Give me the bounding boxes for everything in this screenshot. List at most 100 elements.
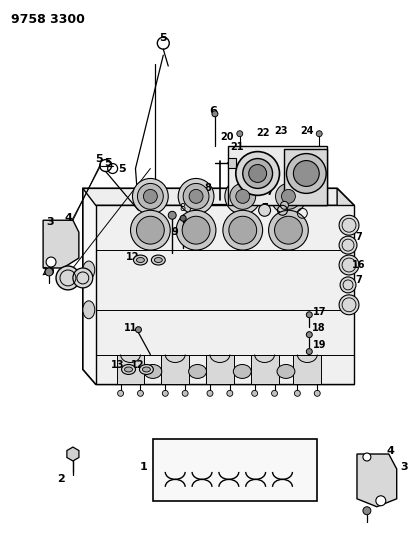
Text: 8: 8 — [182, 220, 189, 230]
Text: 20: 20 — [220, 132, 234, 142]
Text: 13: 13 — [111, 360, 124, 370]
Circle shape — [136, 216, 164, 244]
Bar — [162, 354, 189, 384]
Text: 3: 3 — [46, 217, 54, 227]
Circle shape — [229, 216, 257, 244]
Text: 7: 7 — [261, 203, 268, 213]
Circle shape — [207, 390, 213, 397]
Ellipse shape — [122, 365, 136, 375]
Ellipse shape — [151, 255, 165, 265]
Circle shape — [46, 257, 56, 267]
Circle shape — [212, 111, 218, 117]
Text: 9758 3300: 9758 3300 — [11, 13, 85, 26]
Text: 7: 7 — [356, 275, 362, 285]
Polygon shape — [67, 447, 79, 461]
Text: 19: 19 — [312, 340, 326, 350]
Circle shape — [252, 390, 258, 397]
Ellipse shape — [233, 365, 251, 378]
Text: 23: 23 — [275, 126, 288, 136]
Circle shape — [133, 179, 168, 214]
Circle shape — [295, 390, 300, 397]
Circle shape — [286, 154, 326, 193]
Circle shape — [143, 189, 157, 203]
Circle shape — [281, 189, 295, 203]
Circle shape — [274, 216, 302, 244]
Ellipse shape — [144, 365, 162, 378]
Circle shape — [182, 390, 188, 397]
Circle shape — [269, 211, 308, 250]
Circle shape — [272, 390, 278, 397]
Circle shape — [363, 453, 371, 461]
Bar — [206, 354, 234, 384]
Text: 16: 16 — [352, 260, 366, 270]
Circle shape — [281, 201, 288, 209]
Circle shape — [230, 183, 256, 209]
Circle shape — [376, 496, 386, 506]
Text: 12: 12 — [131, 360, 144, 370]
Text: 22: 22 — [256, 128, 269, 138]
Circle shape — [168, 211, 176, 219]
Ellipse shape — [154, 257, 162, 263]
Circle shape — [314, 390, 320, 397]
Circle shape — [236, 189, 250, 203]
Bar — [153, 439, 317, 501]
Polygon shape — [357, 454, 397, 507]
Text: 5: 5 — [95, 154, 103, 164]
Ellipse shape — [83, 261, 95, 279]
Circle shape — [117, 390, 124, 397]
Text: 3: 3 — [400, 462, 407, 472]
Text: 8: 8 — [204, 183, 211, 193]
Text: 1: 1 — [140, 462, 147, 472]
Text: 2: 2 — [57, 474, 65, 484]
Text: 24: 24 — [301, 126, 314, 136]
Circle shape — [182, 216, 210, 244]
Circle shape — [56, 266, 80, 290]
Text: 8 A: 8 A — [180, 203, 196, 213]
Circle shape — [178, 179, 214, 214]
Text: 4: 4 — [65, 213, 73, 223]
Circle shape — [68, 449, 78, 459]
Ellipse shape — [136, 257, 145, 263]
Text: 12: 12 — [126, 252, 139, 262]
Circle shape — [138, 390, 143, 397]
Circle shape — [131, 211, 170, 250]
Circle shape — [276, 183, 301, 209]
Circle shape — [340, 277, 356, 293]
Ellipse shape — [139, 365, 153, 375]
Polygon shape — [83, 188, 354, 384]
Circle shape — [249, 165, 267, 182]
Ellipse shape — [277, 365, 295, 378]
Circle shape — [162, 390, 168, 397]
Text: 7: 7 — [356, 232, 362, 242]
Circle shape — [339, 295, 359, 315]
Text: 5: 5 — [104, 158, 112, 167]
Bar — [117, 354, 145, 384]
Circle shape — [306, 332, 312, 337]
Circle shape — [180, 215, 186, 221]
Text: 5: 5 — [118, 164, 125, 174]
Circle shape — [306, 312, 312, 318]
Ellipse shape — [143, 367, 150, 372]
Circle shape — [136, 327, 141, 333]
Text: 15: 15 — [293, 188, 306, 197]
Circle shape — [339, 215, 359, 235]
Ellipse shape — [83, 301, 95, 319]
Text: 21: 21 — [230, 142, 243, 151]
Text: 17: 17 — [312, 307, 326, 317]
Circle shape — [339, 236, 357, 254]
Text: 11: 11 — [124, 322, 137, 333]
Text: 7: 7 — [266, 188, 273, 197]
Polygon shape — [337, 188, 354, 384]
Ellipse shape — [189, 365, 206, 378]
Circle shape — [293, 160, 319, 187]
Ellipse shape — [124, 367, 133, 372]
Text: 10: 10 — [42, 267, 56, 277]
Circle shape — [183, 183, 209, 209]
Text: 9: 9 — [172, 227, 178, 237]
Circle shape — [339, 255, 359, 275]
Text: 18: 18 — [312, 322, 326, 333]
Bar — [293, 354, 321, 384]
Circle shape — [138, 183, 163, 209]
Text: 4: 4 — [387, 446, 395, 456]
Circle shape — [237, 131, 243, 136]
